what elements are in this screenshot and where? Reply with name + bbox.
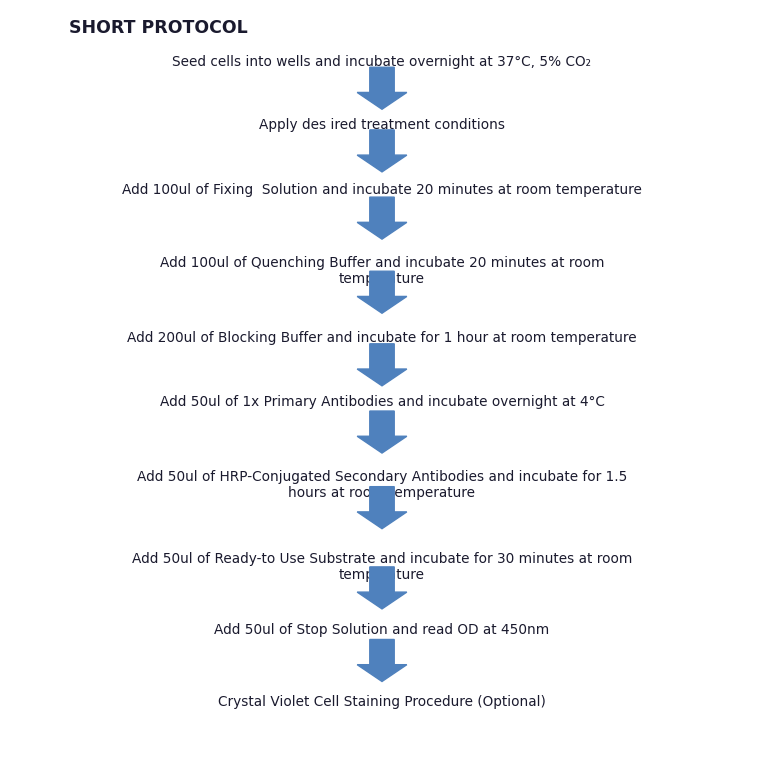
Text: Add 100ul of Fixing  Solution and incubate 20 minutes at room temperature: Add 100ul of Fixing Solution and incubat… bbox=[122, 183, 642, 197]
FancyArrow shape bbox=[358, 344, 406, 386]
FancyArrow shape bbox=[358, 67, 406, 109]
FancyArrow shape bbox=[358, 487, 406, 529]
FancyArrow shape bbox=[358, 567, 406, 609]
Text: SHORT PROTOCOL: SHORT PROTOCOL bbox=[69, 19, 248, 37]
Text: Add 50ul of 1x Primary Antibodies and incubate overnight at 4°C: Add 50ul of 1x Primary Antibodies and in… bbox=[160, 395, 604, 409]
Text: Add 50ul of HRP-Conjugated Secondary Antibodies and incubate for 1.5
hours at ro: Add 50ul of HRP-Conjugated Secondary Ant… bbox=[137, 470, 627, 500]
Text: Seed cells into wells and incubate overnight at 37°C, 5% CO₂: Seed cells into wells and incubate overn… bbox=[173, 55, 591, 69]
Text: Crystal Violet Cell Staining Procedure (Optional): Crystal Violet Cell Staining Procedure (… bbox=[218, 695, 546, 709]
Text: Add 200ul of Blocking Buffer and incubate for 1 hour at room temperature: Add 200ul of Blocking Buffer and incubat… bbox=[127, 331, 637, 345]
Text: Apply des ired treatment conditions: Apply des ired treatment conditions bbox=[259, 118, 505, 132]
Text: Add 100ul of Quenching Buffer and incubate 20 minutes at room
temperature: Add 100ul of Quenching Buffer and incuba… bbox=[160, 256, 604, 286]
FancyArrow shape bbox=[358, 411, 406, 453]
FancyArrow shape bbox=[358, 271, 406, 313]
FancyArrow shape bbox=[358, 197, 406, 239]
FancyArrow shape bbox=[358, 130, 406, 172]
FancyArrow shape bbox=[358, 639, 406, 681]
Text: Add 50ul of Stop Solution and read OD at 450nm: Add 50ul of Stop Solution and read OD at… bbox=[215, 623, 549, 636]
Text: Add 50ul of Ready-to Use Substrate and incubate for 30 minutes at room
temperatu: Add 50ul of Ready-to Use Substrate and i… bbox=[132, 552, 632, 582]
